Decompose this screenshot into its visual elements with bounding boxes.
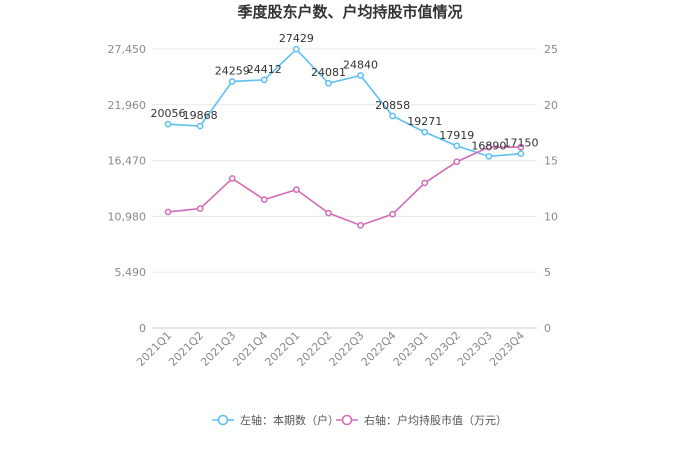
y-left-tick-label: 27,450 — [108, 43, 147, 56]
legend-marker — [341, 414, 353, 426]
y-right-tick-label: 0 — [544, 322, 551, 335]
data-point[interactable] — [389, 210, 396, 218]
data-point[interactable] — [453, 142, 461, 150]
y-left-tick-label: 10,980 — [108, 210, 147, 223]
data-point[interactable] — [421, 179, 429, 187]
data-point[interactable] — [325, 79, 332, 87]
x-tick-label: 2023Q4 — [487, 329, 527, 369]
data-label: 24259 — [215, 64, 250, 77]
data-point[interactable] — [196, 205, 204, 212]
data-point[interactable] — [485, 152, 493, 160]
data-label: 20056 — [151, 107, 186, 120]
data-point[interactable] — [293, 45, 300, 53]
y-right-tick-label: 15 — [544, 155, 558, 168]
data-point[interactable] — [517, 150, 525, 158]
data-point[interactable] — [164, 120, 172, 128]
data-point[interactable] — [260, 76, 268, 84]
data-point[interactable] — [325, 209, 332, 217]
axis-layer: 0 0 5,490 5 10,980 10 16,470 15 21,960 20 27,450 25… — [108, 43, 559, 369]
data-point[interactable] — [421, 128, 429, 136]
y-right-tick-label: 5 — [544, 266, 551, 279]
series-line-2 — [167, 146, 521, 227]
legend-marker — [217, 414, 229, 426]
data-point[interactable] — [357, 72, 364, 79]
data-label: 24081 — [311, 66, 346, 79]
legend[interactable]: 左轴：本期数（户） 右轴：户均持股市值（万元） — [212, 413, 507, 427]
series-line-1 — [167, 48, 522, 158]
data-label: 16890 — [471, 139, 506, 152]
data-point[interactable] — [260, 196, 268, 204]
data-point[interactable] — [517, 143, 525, 151]
grid-layer — [152, 48, 537, 329]
data-point[interactable] — [357, 221, 364, 229]
data-point[interactable] — [485, 143, 493, 151]
data-label: 17919 — [439, 129, 474, 142]
legend-label[interactable]: 左轴：本期数（户） — [240, 413, 339, 427]
data-point[interactable] — [196, 122, 204, 130]
data-label: 24840 — [343, 59, 378, 72]
data-point[interactable] — [453, 158, 461, 166]
data-point[interactable] — [389, 112, 396, 120]
chart-title: 季度股东户数、户均持股市值情况 — [237, 3, 462, 21]
y-left-tick-label: 16,470 — [108, 155, 147, 168]
y-right-tick-label: 10 — [544, 210, 558, 223]
legend-label[interactable]: 右轴：户均持股市值（万元） — [364, 413, 507, 427]
y-left-tick-label: 0 — [139, 322, 146, 335]
data-label: 19868 — [183, 109, 218, 122]
data-label: 19271 — [407, 115, 442, 128]
y-right-tick-label: 25 — [544, 43, 558, 56]
data-point[interactable] — [293, 186, 300, 193]
data-point[interactable] — [228, 175, 236, 182]
series-layer — [164, 45, 525, 229]
data-label: 17150 — [503, 137, 538, 150]
data-label: 24412 — [247, 63, 282, 76]
y-right-tick-label: 20 — [544, 99, 558, 112]
data-point[interactable] — [228, 78, 236, 85]
y-left-tick-label: 5,490 — [115, 266, 147, 279]
data-point[interactable] — [164, 208, 172, 216]
data-label: 27429 — [279, 32, 314, 45]
data-label: 20858 — [375, 99, 410, 112]
y-left-tick-label: 21,960 — [108, 99, 147, 112]
